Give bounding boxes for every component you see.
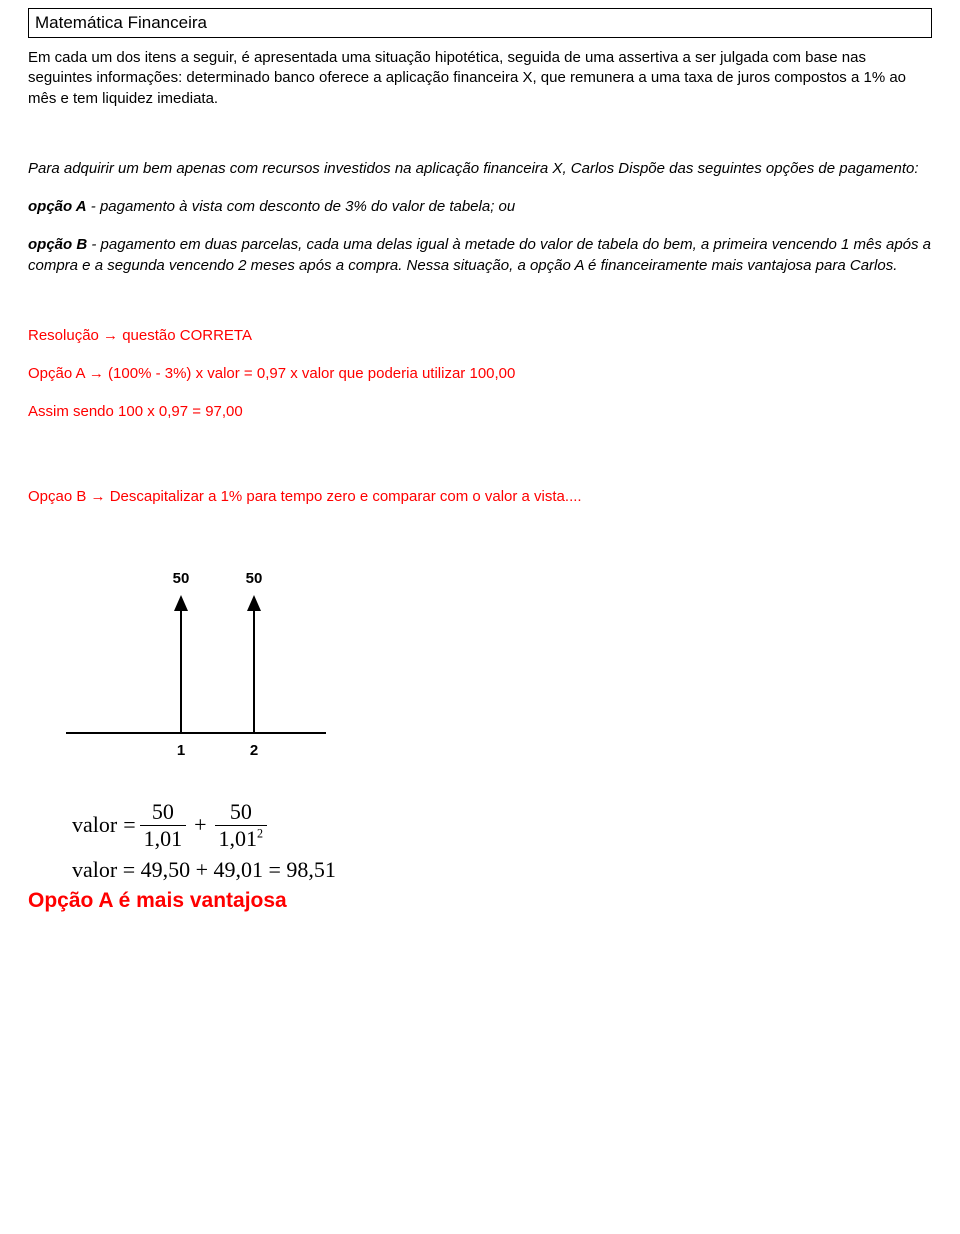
option-b-line: Opçao B → Descapitalizar a 1% para tempo…	[28, 487, 932, 507]
scenario-paragraph: Para adquirir um bem apenas com recursos…	[28, 159, 932, 179]
fraction-2-den: 1,012	[215, 825, 268, 852]
option-a-paragraph: opção A - pagamento à vista com desconto…	[28, 197, 932, 217]
option-a-calc-2: Assim sendo 100 x 0,97 = 97,00	[28, 402, 932, 422]
formula-lhs: valor	[72, 812, 117, 838]
option-a-text: - pagamento à vista com desconto de 3% d…	[87, 198, 516, 215]
fraction-2-den-exp: 2	[257, 827, 263, 841]
option-b-text: - pagamento em duas parcelas, cada uma d…	[28, 236, 931, 273]
page-title: Matemática Financeira	[35, 13, 207, 32]
option-b-label: opção B	[28, 236, 87, 253]
intro-paragraph: Em cada um dos itens a seguir, é apresen…	[28, 48, 932, 109]
fraction-2: 50 1,012	[215, 799, 268, 853]
formula-row-1: valor = 50 1,01 + 50 1,012	[72, 799, 932, 853]
page: Matemática Financeira Em cada um dos ite…	[0, 0, 960, 933]
svg-text:2: 2	[250, 742, 258, 759]
formula-plus: +	[194, 812, 206, 838]
fraction-1: 50 1,01	[140, 799, 187, 853]
fraction-2-den-base: 1,01	[219, 826, 258, 851]
formula-eq: =	[123, 812, 135, 838]
fraction-1-num: 50	[148, 799, 178, 825]
resolution-label: Resolução → questão CORRETA	[28, 326, 932, 346]
svg-text:50: 50	[173, 570, 190, 587]
option-b-paragraph: opção B - pagamento em duas parcelas, ca…	[28, 235, 932, 276]
svg-text:50: 50	[246, 570, 263, 587]
svg-text:1: 1	[177, 742, 185, 759]
title-box: Matemática Financeira	[28, 8, 932, 38]
option-a-calc: Opção A → (100% - 3%) x valor = 0,97 x v…	[28, 364, 932, 384]
fraction-2-num: 50	[226, 799, 256, 825]
fraction-1-den: 1,01	[140, 825, 187, 852]
cashflow-diagram: 50 1 50 2	[56, 565, 932, 769]
cashflow-svg: 50 1 50 2	[56, 565, 356, 765]
formula-block: valor = 50 1,01 + 50 1,012 valor = 49,50…	[72, 799, 932, 883]
conclusion: Opção A é mais vantajosa	[28, 889, 932, 913]
formula-row-2: valor = 49,50 + 49,01 = 98,51	[72, 857, 932, 883]
option-a-label: opção A	[28, 198, 87, 215]
